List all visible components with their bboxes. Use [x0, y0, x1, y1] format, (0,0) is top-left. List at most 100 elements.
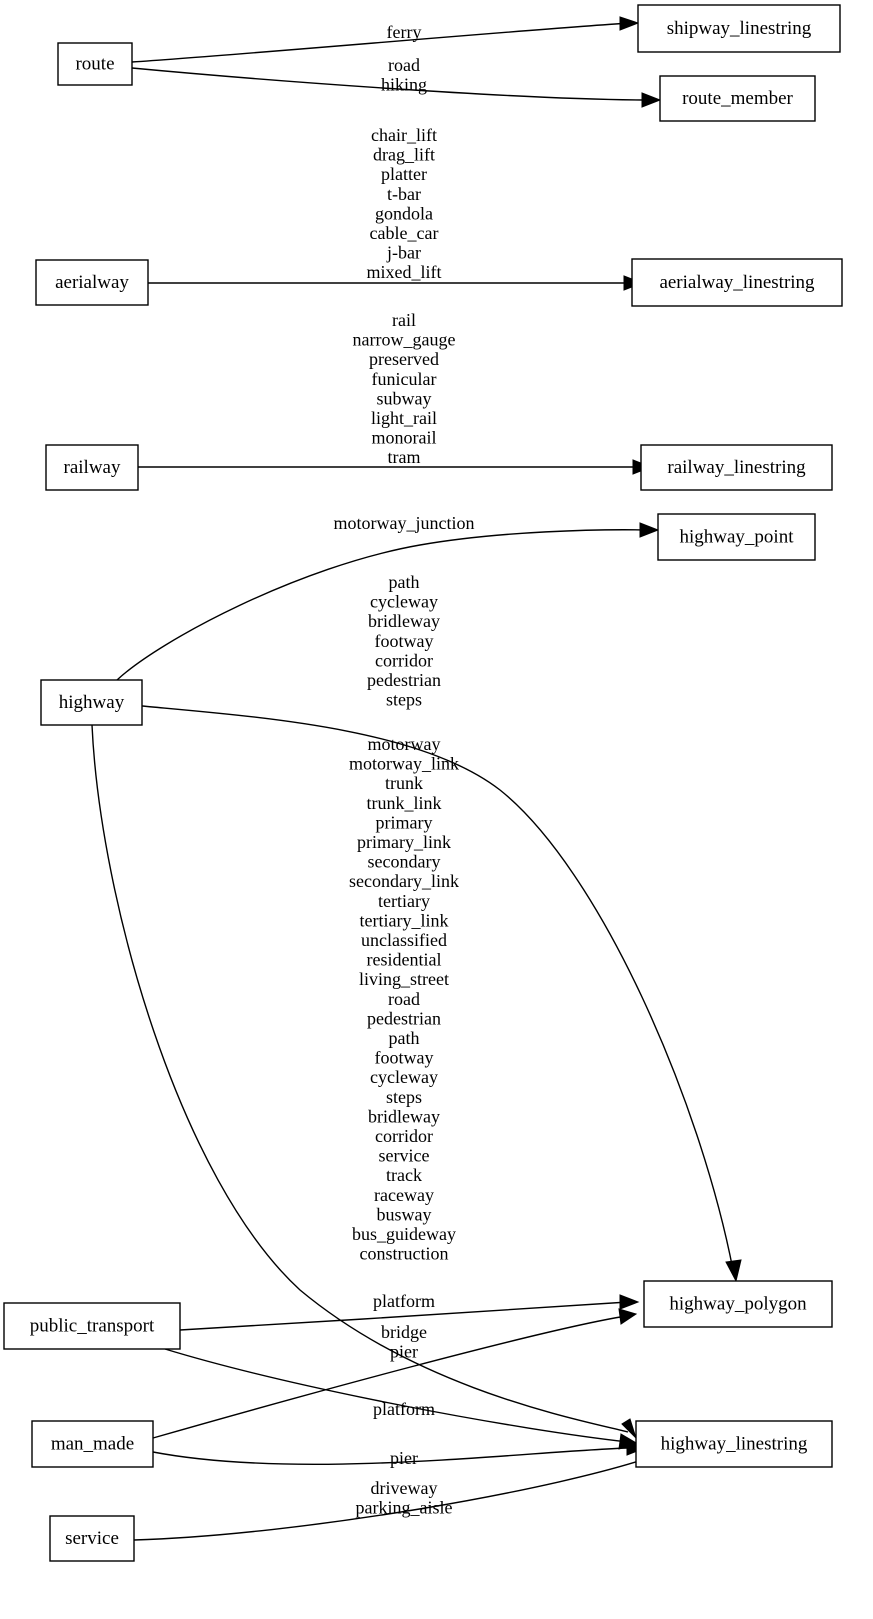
node-box[interactable] [640, 444, 833, 491]
arrowhead-icon [619, 16, 640, 31]
edge-label-line: motorway_link [349, 754, 459, 774]
edge-line [141, 705, 734, 1271]
edge-label-line: living_street [359, 969, 449, 989]
edge-label-line: motorway [368, 734, 441, 754]
edge-label-line: platform [373, 1291, 435, 1311]
node-box[interactable] [635, 1420, 833, 1468]
edge-label-line: preserved [369, 349, 439, 369]
edge-label-line: gondola [375, 203, 433, 223]
edge-line [152, 1315, 627, 1439]
node-label: route_member [682, 88, 793, 109]
node-route[interactable]: route [57, 42, 133, 86]
node-box[interactable] [659, 75, 816, 122]
edge-label-line: secondary [368, 852, 441, 872]
node-box[interactable] [31, 1420, 154, 1468]
node-public_transport[interactable]: public_transport [3, 1302, 181, 1350]
edge-line [131, 22, 631, 63]
node-label: highway_linestring [661, 1433, 808, 1454]
edge-man_made-highway_polygon [152, 1308, 638, 1439]
edge-route-shipway [131, 16, 640, 63]
node-service[interactable]: service [49, 1515, 135, 1562]
edge-label-line: light_rail [371, 408, 437, 428]
edge-line [179, 1301, 629, 1331]
edge-label-man_made-highway_linestring: pier [390, 1448, 418, 1468]
node-box[interactable] [643, 1280, 833, 1328]
edge-highway-highway_polygon [141, 705, 742, 1283]
edge-label-line: trunk [385, 773, 423, 793]
edge-label-line: track [386, 1165, 422, 1185]
node-highway[interactable]: highway [40, 679, 143, 726]
node-aerialway[interactable]: aerialway [35, 259, 149, 306]
node-railway[interactable]: railway [45, 444, 139, 491]
edge-label-route-route_member: road hiking [381, 55, 427, 95]
node-box[interactable] [637, 4, 841, 53]
node-label: highway_point [680, 526, 795, 547]
edge-label-line: secondary_link [349, 871, 459, 891]
edge-label-line: chair_lift [371, 125, 437, 145]
edge-label-line: bridleway [368, 1106, 440, 1126]
node-box[interactable] [35, 259, 149, 306]
node-highway_polygon[interactable]: highway_polygon [643, 1280, 833, 1328]
edge-label-line: mixed_lift [367, 262, 442, 282]
node-box[interactable] [40, 679, 143, 726]
node-highway_point[interactable]: highway_point [657, 513, 816, 561]
edges-layer [91, 16, 742, 1541]
node-label: railway_linestring [667, 457, 806, 478]
node-box[interactable] [49, 1515, 135, 1562]
edge-label-route-shipway: ferry [387, 22, 422, 42]
edge-label-line: tertiary_link [360, 910, 449, 930]
node-label: aerialway_linestring [659, 272, 815, 293]
edge-label-line: unclassified [361, 930, 447, 950]
edge-label-line: steps [386, 690, 422, 710]
edge-highway-highway_linestring [91, 724, 637, 1439]
edge-label-line: ferry [387, 22, 422, 42]
edge-line [91, 724, 629, 1433]
edge-label-line: pedestrian [367, 670, 441, 690]
edge-label-highway-highway_point: motorway_junction [334, 513, 475, 533]
node-label: highway [59, 692, 125, 713]
node-box[interactable] [45, 444, 139, 491]
edge-label-line: driveway [371, 1478, 438, 1498]
edge-label-railway-railway_linestring: rail narrow_gauge preserved funicular subway… [353, 310, 456, 467]
edge-label-line: subway [377, 388, 432, 408]
node-railway_linestring[interactable]: railway_linestring [640, 444, 833, 491]
arrowhead-icon [725, 1259, 742, 1283]
edge-label-line: primary_link [357, 832, 451, 852]
edge-label-public_transport-highway_polygon: platform [373, 1291, 435, 1311]
edge-label-line: drag_lift [373, 145, 435, 165]
edge-label-line: residential [367, 950, 442, 970]
arrowhead-icon [618, 1308, 638, 1325]
node-route_member[interactable]: route_member [659, 75, 816, 122]
edge-label-line: rail [392, 310, 416, 330]
node-box[interactable] [3, 1302, 181, 1350]
node-man_made[interactable]: man_made [31, 1420, 154, 1468]
node-highway_linestring[interactable]: highway_linestring [635, 1420, 833, 1468]
node-label: highway_polygon [669, 1293, 807, 1314]
edge-label-line: footway [375, 631, 434, 651]
node-box[interactable] [657, 513, 816, 561]
edge-line [164, 1348, 629, 1443]
edge-label-line: steps [386, 1087, 422, 1107]
node-shipway_linestring[interactable]: shipway_linestring [637, 4, 841, 53]
edge-label-line: busway [377, 1204, 432, 1224]
node-label: service [65, 1528, 119, 1549]
edge-label-aerialway-aerialway_linestring: chair_lift drag_lift platter t-bar gondola ca… [367, 125, 442, 282]
edge-label-line: raceway [374, 1185, 434, 1205]
edge-label-line: bridge [381, 1322, 427, 1342]
edge-label-line: pedestrian [367, 1008, 441, 1028]
node-label: railway [64, 457, 121, 478]
edge-label-line: road [388, 55, 420, 75]
node-label: public_transport [30, 1315, 155, 1336]
edge-route-route_member [131, 67, 662, 108]
edge-label-line: platter [381, 164, 427, 184]
edge-labels-layer: ferry road hiking chair_lift drag_lift platte… [334, 22, 475, 1518]
arrowhead-icon [639, 522, 660, 538]
edge-label-line: monorail [372, 428, 437, 448]
node-box[interactable] [57, 42, 133, 86]
node-aerialway_linestring[interactable]: aerialway_linestring [631, 258, 843, 307]
edge-public_transport-highway_polygon [179, 1294, 640, 1331]
edge-highway-highway_point [116, 522, 660, 681]
edge-label-public_transport-highway_linestring: bridge pier [381, 1322, 427, 1362]
node-box[interactable] [631, 258, 843, 307]
edge-label-line: bridleway [368, 611, 440, 631]
